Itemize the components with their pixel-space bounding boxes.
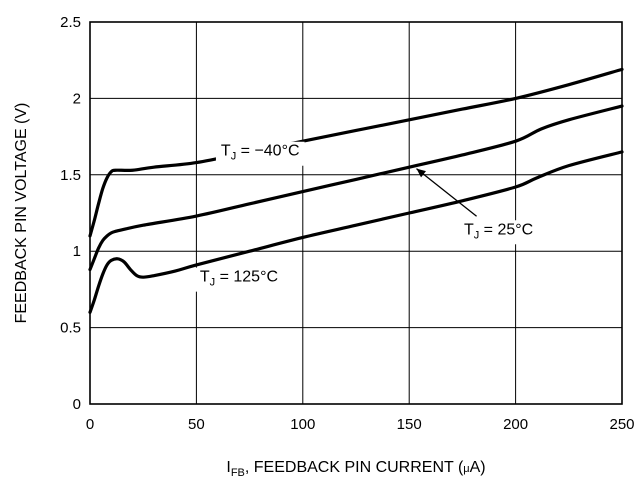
series-label-background	[194, 267, 284, 292]
series-tj-25-line	[88, 104, 624, 272]
x-tick-label: 250	[609, 416, 634, 433]
x-tick-label: 150	[397, 416, 422, 433]
label-tj-25: TJ = 25°C	[464, 221, 533, 241]
plot-frame	[89, 21, 623, 405]
y-tick-label: 1	[73, 243, 81, 260]
x-axis-title-rest: , FEEDBACK PIN CURRENT (	[245, 459, 464, 476]
series-labels: TJ = −40°CTJ = 25°CTJ = 125°C	[194, 141, 539, 292]
y-tick-label: 0.5	[60, 320, 81, 337]
series-label-main: T	[200, 269, 210, 286]
x-axis-title-main: I	[226, 459, 230, 476]
series-label-rest: = 25°C	[479, 221, 533, 238]
y-tick-label: 2.5	[60, 14, 81, 31]
x-axis-title-sub: FB	[231, 467, 245, 479]
label-tj-125: TJ = 125°C	[200, 269, 278, 289]
label-tj-minus40: TJ = −40°C	[221, 143, 300, 163]
series-label-main: T	[221, 143, 231, 160]
leader-line	[416, 168, 477, 217]
x-axis-title-mu: μ	[463, 463, 469, 475]
x-tick-label: 200	[503, 416, 528, 433]
tick-labels: 0 50 100 150 200 250 0 0.5 1 1.5 2 2.5	[60, 14, 634, 433]
x-tick-label: 50	[188, 416, 205, 433]
series-label-rest: = −40°C	[236, 143, 299, 160]
series-label-background	[458, 220, 539, 245]
series-label-background	[215, 141, 305, 166]
y-tick-label: 2	[73, 90, 81, 107]
series-tj-125-line	[88, 150, 624, 314]
y-axis-title: FEEDBACK PIN VOLTAGE (V)	[13, 103, 30, 324]
series-label-rest: = 125°C	[215, 269, 278, 286]
grid	[90, 22, 622, 404]
y-tick-label: 1.5	[60, 167, 81, 184]
x-axis-title-unit: A)	[470, 459, 486, 476]
series-label-sub: J	[231, 151, 237, 163]
x-tick-label: 0	[86, 416, 94, 433]
x-tick-label: 100	[290, 416, 315, 433]
x-axis-title: IFB, FEEDBACK PIN CURRENT (μA)	[226, 459, 485, 479]
series-tj-minus40-line	[88, 67, 624, 238]
series-label-main: T	[464, 221, 474, 238]
series-label-sub: J	[210, 277, 216, 289]
series-label-sub: J	[474, 229, 480, 241]
y-tick-label: 0	[73, 396, 81, 413]
leader-arrowhead	[416, 168, 426, 178]
plot-area	[88, 67, 624, 314]
